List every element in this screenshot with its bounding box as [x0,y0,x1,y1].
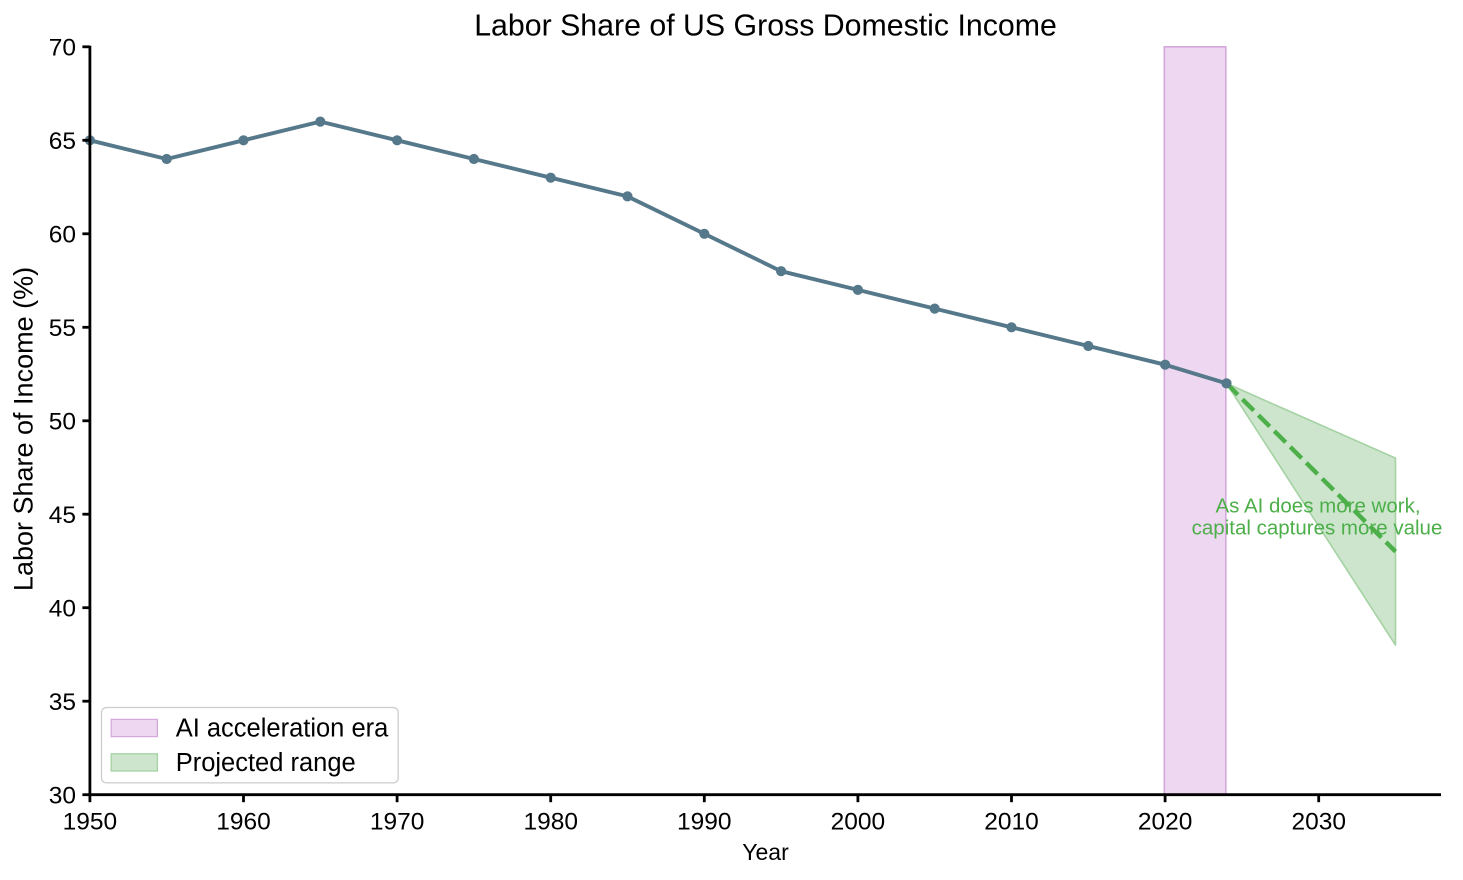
svg-text:AI acceleration era: AI acceleration era [176,715,389,743]
svg-text:1970: 1970 [370,808,425,835]
svg-text:45: 45 [49,502,76,529]
svg-text:35: 35 [49,689,76,716]
svg-text:50: 50 [49,408,76,435]
svg-text:60: 60 [49,221,76,248]
svg-text:1990: 1990 [677,808,732,835]
svg-text:2030: 2030 [1291,808,1346,835]
svg-text:1980: 1980 [523,808,578,835]
svg-text:55: 55 [49,315,76,342]
svg-text:2010: 2010 [984,808,1039,835]
svg-text:65: 65 [49,128,76,155]
svg-text:Year: Year [742,839,789,865]
svg-text:30: 30 [49,782,76,809]
svg-text:1960: 1960 [216,808,271,835]
svg-text:1950: 1950 [63,808,118,835]
svg-text:capital captures more value: capital captures more value [1192,517,1443,540]
svg-text:2000: 2000 [831,808,886,835]
svg-text:Labor Share of Income (%): Labor Share of Income (%) [9,267,39,591]
svg-text:Projected range: Projected range [176,749,356,777]
svg-text:2020: 2020 [1138,808,1193,835]
svg-text:Labor Share of US Gross Domest: Labor Share of US Gross Domestic Income [474,10,1057,43]
svg-text:70: 70 [49,34,76,61]
svg-text:As AI does more work,: As AI does more work, [1215,495,1420,518]
svg-text:40: 40 [49,595,76,622]
